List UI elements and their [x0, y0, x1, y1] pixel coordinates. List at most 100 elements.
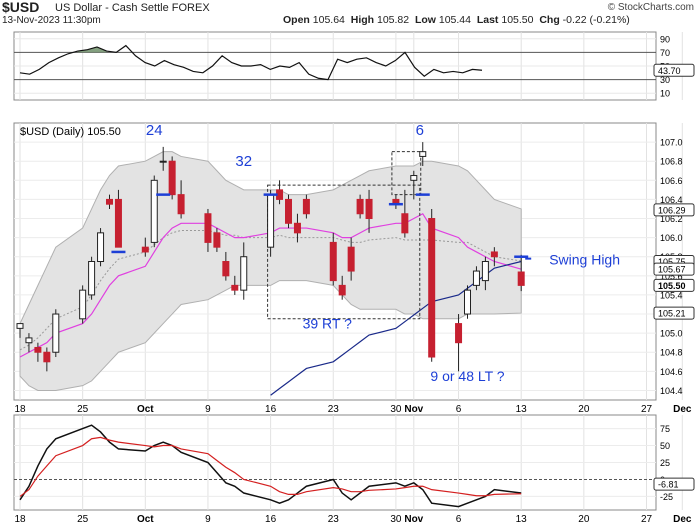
candlestick [168, 156, 176, 200]
x-tick-label: 27 [641, 514, 653, 525]
x-tick-label: 30 [390, 514, 402, 525]
macd-tick-label: 25 [660, 458, 670, 468]
candle-body [88, 261, 96, 296]
candle-body [464, 289, 471, 315]
price-badge-label: 105.67 [658, 265, 686, 275]
x-tick-label: 20 [578, 514, 590, 525]
candlestick [240, 242, 248, 300]
price-badge-label: 105.75 [658, 257, 686, 267]
candle-body [347, 246, 355, 272]
signal-line [19, 436, 522, 497]
x-tick-label: Oct [137, 404, 154, 415]
x-tick-label: 20 [578, 404, 590, 415]
price-tick-label: 106.0 [660, 233, 683, 243]
rsi-tick-label: 30 [660, 75, 670, 85]
x-tick-label: 23 [328, 404, 340, 415]
rsi-tick-label: 70 [660, 48, 670, 58]
candle-body [106, 198, 113, 205]
candlestick [347, 237, 355, 281]
candlestick [79, 285, 87, 324]
candle-body [213, 232, 221, 248]
rsi-tick-label: 90 [660, 34, 670, 44]
price-panel-title: $USD (Daily) 105.50 [20, 126, 121, 138]
candle-body [150, 179, 158, 243]
candle-body [79, 289, 87, 320]
candlestick [464, 285, 471, 319]
price-tick-label: 106.2 [660, 214, 683, 224]
price-badge-label: 105.50 [658, 281, 686, 291]
candlestick [490, 247, 498, 267]
instrument-name: US Dollar - Cash Settle FOREX [55, 2, 210, 14]
dashed-box-top [391, 151, 422, 196]
x-tick-label: 25 [77, 404, 89, 415]
price-badge-label: 105.21 [658, 309, 686, 319]
chart-annotation: 9 or 48 LT ? [430, 368, 504, 384]
candle-body [114, 198, 122, 248]
x-tick-label: 27 [641, 404, 653, 415]
chart-annotation: 32 [235, 153, 252, 170]
candlestick [481, 256, 489, 291]
price-tick-label: 105.6 [660, 271, 683, 281]
candle-body [16, 323, 24, 329]
macd-line [19, 424, 522, 508]
x-tick-label: 13 [516, 404, 528, 415]
quote-summary: Open 105.64 High 105.82 Low 105.44 Last … [283, 14, 630, 26]
candle-body [168, 160, 176, 196]
x-tick-label: 9 [205, 514, 211, 525]
macd-last-label: -6.81 [658, 480, 679, 490]
candlestick [329, 232, 337, 286]
price-tick-label: 106.6 [660, 176, 683, 186]
candlestick [285, 194, 292, 229]
rsi-last-label: 43.70 [658, 66, 681, 76]
candlestick [401, 189, 409, 238]
candlestick [231, 275, 239, 295]
candlestick [97, 228, 105, 267]
candle-body [455, 323, 463, 344]
candle-body [472, 270, 480, 286]
x-tick-label: Oct [137, 514, 154, 525]
candle-body [302, 198, 310, 215]
candlestick [222, 251, 230, 281]
candlestick [141, 237, 149, 257]
chart-date: 13-Nov-2023 11:30pm [2, 15, 101, 26]
candlestick [356, 194, 364, 219]
macd-tick-label: 50 [660, 441, 670, 451]
rsi-line [19, 44, 483, 81]
dashed-box-range [267, 184, 421, 320]
candlestick [159, 146, 167, 171]
candlestick [365, 189, 373, 233]
candle-body [329, 241, 337, 282]
x-tick-label: Dec [673, 404, 692, 415]
candle-body [285, 198, 292, 224]
price-tick-label: 106.8 [660, 157, 683, 167]
x-tick-label: 18 [14, 514, 26, 525]
candle-body [25, 337, 33, 344]
candle-body [159, 160, 167, 163]
candlestick [472, 266, 480, 291]
candlestick [410, 170, 418, 200]
candle-body [401, 213, 409, 234]
x-tick-label: Dec [673, 514, 692, 525]
x-tick-label: 6 [456, 404, 462, 415]
candle-body [52, 313, 60, 353]
macd-tick-label: 75 [660, 424, 670, 434]
candle-body [419, 151, 427, 157]
candlestick [150, 175, 158, 248]
candlestick [213, 228, 221, 252]
candle-body [97, 232, 105, 263]
candlestick [43, 347, 51, 372]
candle-body [517, 271, 525, 286]
symbol-label: $USD [2, 0, 40, 15]
macd-last-badge [653, 477, 695, 491]
candle-body [204, 213, 212, 243]
x-tick-label: 25 [77, 514, 89, 525]
candle-body [338, 284, 346, 296]
price-tick-label: 104.8 [660, 348, 683, 358]
candle-body [267, 194, 275, 248]
x-tick-label: 23 [328, 514, 340, 525]
candle-body [428, 218, 436, 358]
x-tick-label: 18 [14, 404, 26, 415]
candlestick [25, 333, 33, 353]
chart-annotation: 39 RT ? [303, 315, 353, 331]
